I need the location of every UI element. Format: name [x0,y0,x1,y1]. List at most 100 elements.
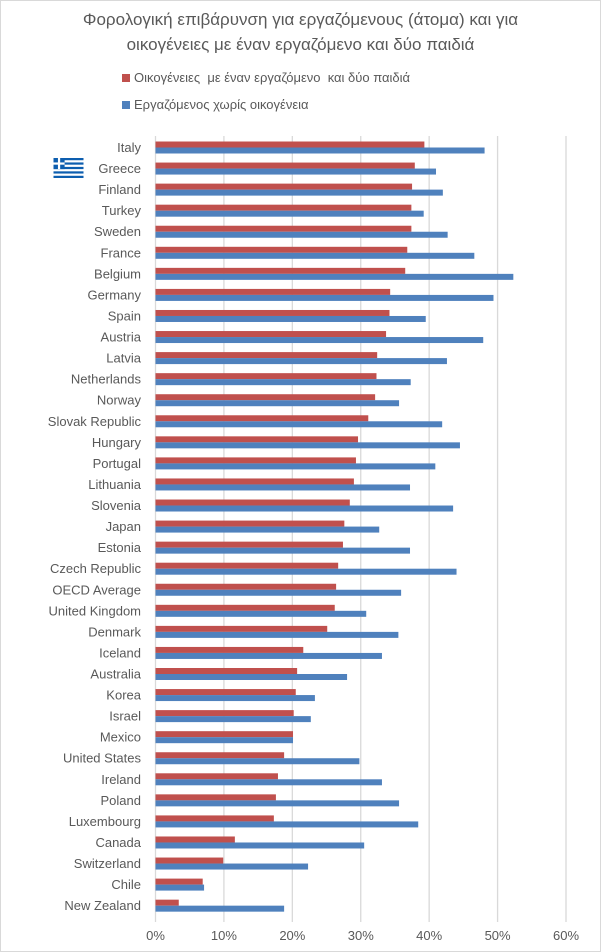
bar-family [155,689,296,696]
bar-single [155,168,437,175]
x-tick-label: 20% [279,928,305,943]
category-label: Spain [108,308,141,323]
bar-single [155,337,484,344]
bar-family [155,436,359,443]
category-label: Hungary [92,435,142,450]
bar-single [155,863,309,870]
bar-single [155,737,294,744]
bar-single [155,442,460,449]
bar-single [155,463,436,470]
bar-family [155,836,235,843]
bar-family [155,562,339,569]
bar-single [155,421,443,428]
bar-family [155,815,274,822]
category-label: Lithuania [88,477,142,492]
bar-family [155,499,350,506]
category-label: Ireland [101,772,141,787]
category-label: Austria [101,330,142,345]
category-label: Poland [101,793,141,808]
category-label: Turkey [102,203,142,218]
category-label: Switzerland [74,856,141,871]
bar-family [155,794,276,801]
category-label: Slovak Republic [48,414,142,429]
bar-single [155,631,399,638]
category-label: Slovenia [91,498,142,513]
bar-single [155,674,348,680]
bar-single [155,358,447,365]
bar-family [155,625,328,632]
bar-family [155,478,354,485]
category-label: Canada [95,835,141,850]
bar-single [155,884,205,891]
bar-single [155,821,419,828]
category-label: Latvia [106,351,141,366]
bar-family [155,752,285,759]
bar-family [155,373,377,380]
bar-single [155,526,380,533]
category-label: Finland [98,182,141,197]
category-label: Chile [111,877,141,892]
legend-label: Οικογένειες με έναν εργαζόμενο και δύο π… [134,70,411,85]
bar-family [155,352,378,359]
bar-single [155,294,494,301]
bar-family [155,415,369,422]
bar-single [155,210,424,217]
category-label: Germany [88,287,142,302]
category-label: Italy [117,140,141,155]
category-label: United Kingdom [49,603,142,618]
x-tick-label: 60% [553,928,579,943]
category-label: OECD Average [52,582,141,597]
legend-swatch-blue [122,100,130,109]
bar-family [155,309,390,316]
bar-single [155,716,311,723]
bar-family [155,731,294,738]
category-label: France [101,245,141,260]
bar-family [155,541,343,548]
bar-family [155,710,294,717]
bar-family [155,246,408,253]
bar-single [155,484,411,491]
category-label: Greece [98,161,141,176]
bar-family [155,267,406,274]
bar-family [155,331,387,338]
x-tick-label: 10% [211,928,237,943]
bar-single [155,547,411,554]
category-label: Australia [90,667,141,682]
bar-family [155,394,376,401]
legend-item-single: Εργαζόμενος χωρίς οικογένεια [122,97,309,112]
bar-single [155,905,285,912]
category-label: Korea [106,688,141,703]
bar-single [155,758,360,765]
x-tick-label: 40% [416,928,442,943]
category-label: United States [63,751,142,766]
x-tick-label: 30% [348,928,374,943]
bar-single [155,147,485,154]
category-label: Estonia [98,540,142,555]
category-label: Japan [106,519,141,534]
category-label: New Zealand [64,898,141,913]
bar-single [155,189,443,196]
chart-title-line-2: οικογένειες με έναν εργαζόμενο και δύο π… [126,35,475,54]
legend-item-families: Οικογένειες με έναν εργαζόμενο και δύο π… [122,70,410,85]
bar-single [155,273,514,280]
bar-family [155,204,412,211]
category-label: Denmark [88,624,141,639]
bar-single [155,695,315,702]
bar-family [155,162,415,169]
bar-single [155,652,382,659]
bar-single [155,779,382,786]
bar-family [155,668,298,674]
bar-single [155,842,365,849]
legend-label: Εργαζόμενος χωρίς οικογένεια [134,97,309,112]
category-label: Portugal [93,456,142,471]
bar-single [155,589,402,596]
bar-family [155,646,304,653]
bar-family [155,857,224,864]
bar-family [155,288,391,295]
category-label: Czech Republic [50,561,142,576]
category-label: Norway [97,393,142,408]
bar-single [155,505,454,512]
bar-family [155,183,413,190]
legend-swatch-red [122,73,130,82]
bar-family [155,899,179,906]
